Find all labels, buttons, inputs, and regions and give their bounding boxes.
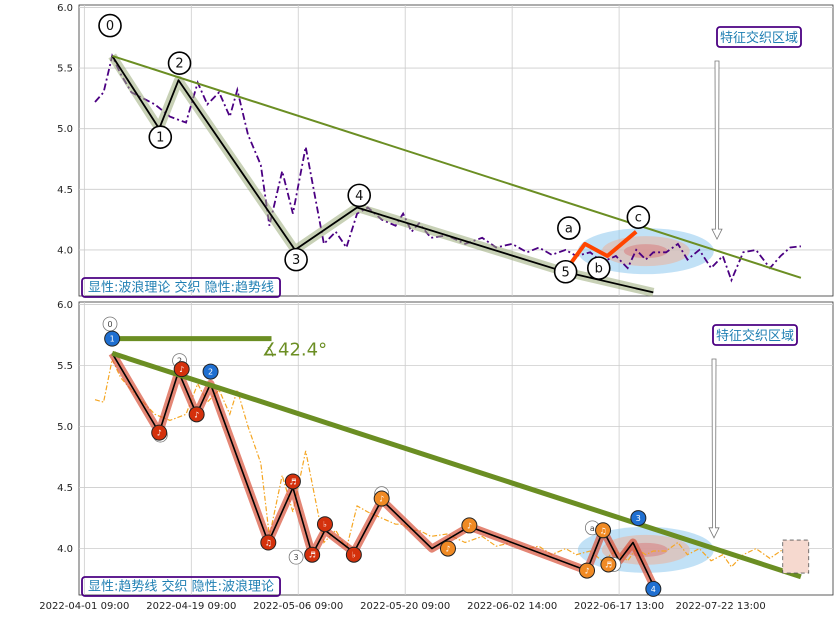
pattern-marker [151, 424, 168, 441]
wave-label: 4 [355, 189, 363, 204]
pattern-marker-glyph: ♫ [265, 539, 272, 548]
wave-label-circle [557, 216, 581, 240]
trend-line [111, 54, 802, 279]
legend-box [81, 277, 281, 298]
pattern-marker-glyph: ♪ [379, 495, 384, 504]
wave-label: b [595, 262, 603, 277]
pattern-marker [461, 517, 478, 534]
pattern-marker-glyph: ♪ [179, 365, 184, 374]
pattern-marker [202, 363, 219, 380]
wave-label: c [635, 211, 642, 226]
pattern-marker-glyph: ♭ [352, 551, 356, 560]
legend-text: 显性:趋势线 交织 隐性:波浪理论 [88, 579, 274, 595]
pattern-marker [645, 580, 662, 597]
ghost-wave-label: 2 [177, 357, 182, 366]
x-tick-label: 2022-04-19 09:00 [146, 601, 236, 612]
pattern-marker-glyph: ♪ [194, 410, 199, 419]
pattern-marker-glyph: ♪ [445, 545, 450, 554]
pattern-marker [373, 490, 390, 507]
wave-label: 2 [175, 57, 183, 72]
y-tick-label: 5.5 [57, 361, 73, 372]
pattern-marker-glyph: 1 [110, 335, 115, 344]
x-tick-label: 2022-05-20 09:00 [360, 601, 450, 612]
y-tick-label: 5.5 [57, 64, 73, 75]
trend-line [111, 350, 802, 580]
ghost-wave-label: a [590, 524, 595, 533]
pattern-marker-glyph: ♭ [323, 520, 327, 529]
y-tick-label: 4.0 [57, 245, 73, 256]
ghost-wave-label: 3 [294, 553, 299, 562]
pattern-marker [304, 546, 321, 563]
pattern-marker [104, 330, 121, 347]
y-tick-label: 5.0 [57, 124, 73, 135]
wave-label-circle [626, 205, 651, 229]
wave-label-circle [167, 51, 192, 76]
y-tick-label: 6.0 [57, 300, 73, 311]
target-box [782, 539, 810, 574]
pattern-marker [188, 406, 205, 423]
x-tick-label: 2022-06-17 13:00 [574, 601, 664, 612]
wave-label: 0 [106, 19, 114, 34]
pattern-marker [173, 361, 190, 378]
wave-label-circle [553, 259, 578, 284]
wave-label: 3 [292, 253, 300, 268]
pattern-marker-glyph: ♬ [309, 551, 316, 560]
zone-arrow [708, 358, 720, 539]
y-tick-label: 4.0 [57, 544, 73, 555]
pattern-marker-glyph: ♪ [157, 429, 162, 438]
price-line [94, 53, 802, 283]
pattern-marker [630, 510, 647, 527]
wave-label: a [565, 222, 573, 237]
zone-annotation-box [712, 324, 798, 346]
ghost-wave-label-circle [288, 549, 304, 565]
pattern-marker [316, 516, 333, 533]
trend-angle-label: ∡42.4° [262, 340, 327, 361]
x-tick-label: 2022-04-01 09:00 [39, 601, 129, 612]
pattern-marker [439, 540, 456, 557]
zone-arrow [711, 60, 723, 241]
legend-box [81, 576, 281, 597]
pattern-marker [595, 522, 612, 539]
pattern-marker-glyph: 3 [636, 514, 641, 523]
wave-label: 1 [156, 131, 164, 146]
pattern-marker-glyph: 2 [208, 368, 213, 377]
pattern-marker-glyph: ♬ [605, 560, 612, 569]
y-tick-label: 5.0 [57, 422, 73, 433]
pattern-marker-glyph: ♪ [467, 521, 472, 530]
pattern-marker-glyph: ♬ [289, 477, 296, 486]
pattern-marker [345, 546, 362, 563]
bottom-panel: 4.04.55.05.56.0∡42.4°012345ab1234♪♪♪♫♬♬♭… [57, 300, 834, 597]
x-axis: 2022-04-01 09:00 2022-04-19 09:00 2022-05-… [39, 601, 765, 612]
wave-label-circle [284, 247, 308, 272]
legend-text: 显性:波浪理论 交织 隐性:趋势线 [88, 280, 274, 296]
wave-label-circle [98, 13, 122, 38]
zone-ellipse-inner [623, 244, 668, 259]
x-tick-label: 2022-06-02 14:00 [467, 601, 557, 612]
pattern-marker [284, 473, 301, 490]
zone-annotation-text: 特征交织区域 [716, 328, 794, 344]
pattern-marker [600, 556, 617, 573]
wave-label-circle [586, 256, 611, 280]
wave-label-circle [347, 183, 372, 208]
pattern-marker-glyph: ♪ [584, 567, 589, 576]
pattern-marker [579, 562, 596, 579]
y-tick-label: 4.5 [57, 185, 73, 196]
pattern-marker-glyph: 4 [651, 585, 656, 594]
pattern-marker [260, 534, 277, 551]
abc-correction-path [562, 230, 638, 273]
price-line [94, 357, 802, 568]
zone-annotation-text: 特征交织区域 [720, 30, 798, 46]
pattern-marker-glyph: ♫ [599, 526, 606, 535]
zone-annotation-box [716, 26, 802, 48]
y-tick-label: 6.0 [57, 3, 73, 14]
x-tick-label: 2022-05-06 09:00 [253, 601, 343, 612]
y-tick-label: 4.5 [57, 483, 73, 494]
wave-label: 5 [561, 265, 569, 280]
ghost-wave-label: 0 [107, 320, 112, 329]
x-tick-label: 2022-07-22 13:00 [676, 601, 766, 612]
wave-label-circle [148, 125, 173, 149]
